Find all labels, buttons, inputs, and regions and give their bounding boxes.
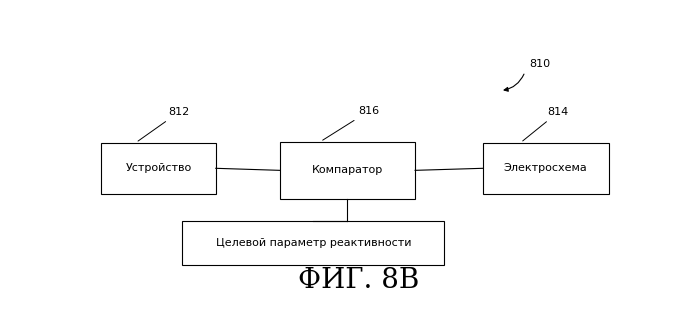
Text: 812: 812 — [138, 107, 189, 141]
Text: Целевой параметр реактивности: Целевой параметр реактивности — [215, 238, 411, 248]
Text: ФИГ. 8В: ФИГ. 8В — [298, 267, 419, 294]
Bar — [182, 221, 445, 265]
Text: 814: 814 — [523, 107, 569, 141]
Bar — [101, 143, 216, 194]
Text: 816: 816 — [323, 106, 380, 140]
Text: Устройство: Устройство — [126, 163, 192, 173]
Bar — [280, 142, 415, 199]
Text: Электросхема: Электросхема — [504, 163, 588, 173]
Bar — [483, 143, 609, 194]
Text: Компаратор: Компаратор — [312, 166, 383, 175]
Text: 810: 810 — [529, 59, 550, 69]
